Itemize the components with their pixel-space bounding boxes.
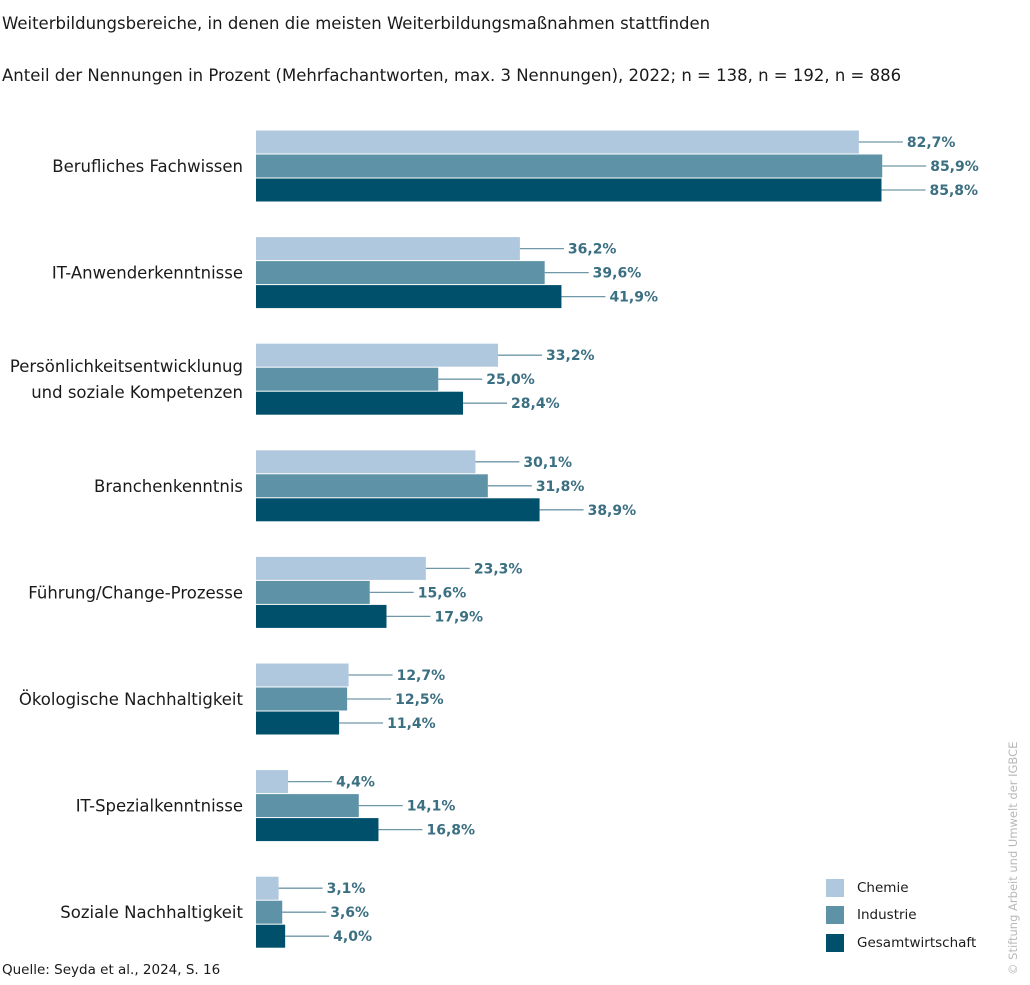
bar-gesamtwirtschaft [256, 498, 540, 522]
data-label: 31,8% [536, 479, 585, 495]
bar-chemie [256, 237, 520, 261]
category-label: Soziale Nachhaltigkeit [60, 903, 243, 922]
bar-gesamtwirtschaft [256, 285, 562, 309]
category-label: Ökologische Nachhaltigkeit [19, 690, 244, 709]
chart-subtitle: Anteil der Nennungen in Prozent (Mehrfac… [2, 66, 902, 85]
category-label: IT-Anwenderkenntnisse [52, 264, 243, 283]
bar-gesamtwirtschaft [256, 818, 379, 842]
bar-gesamtwirtschaft [256, 391, 464, 415]
data-label: 38,9% [588, 503, 637, 519]
data-label: 14,1% [407, 799, 456, 815]
data-label: 3,6% [330, 905, 369, 921]
bar-chemie [256, 876, 279, 900]
data-label: 82,7% [907, 135, 956, 151]
legend-label: Gesamtwirtschaft [857, 934, 977, 951]
chart-title: Weiterbildungsbereiche, in denen die mei… [2, 14, 711, 33]
data-label: 3,1% [327, 881, 366, 897]
copyright-note: © Stiftung Arbeit und Umwelt der IGBCE [1006, 741, 1020, 975]
data-label: 85,9% [930, 159, 979, 175]
bar-industrie [256, 794, 359, 818]
bar-industrie [256, 154, 883, 178]
data-label: 25,0% [486, 372, 535, 388]
data-label: 85,8% [929, 183, 978, 199]
bar-industrie [256, 474, 488, 498]
category-label: Branchenkenntnis [94, 477, 243, 496]
legend-item-gesamtwirtschaft: Gesamtwirtschaft [826, 929, 976, 957]
legend-label: Industrie [857, 907, 917, 924]
legend-swatch-gesamtwirtschaft [826, 933, 844, 952]
data-label: 36,2% [568, 242, 617, 258]
bar-chemie [256, 450, 476, 474]
bar-chemie [256, 343, 499, 367]
data-label: 17,9% [434, 609, 483, 625]
bar-industrie [256, 261, 545, 285]
data-label: 30,1% [523, 455, 572, 471]
legend-swatch-chemie [826, 878, 844, 897]
bar-chemie [256, 130, 859, 154]
data-label: 39,6% [593, 266, 642, 282]
legend-swatch-industrie [826, 906, 844, 925]
bar-chemie [256, 770, 289, 794]
bar-gesamtwirtschaft [256, 178, 882, 202]
legend-item-industrie: Industrie [826, 902, 976, 930]
bar-industrie [256, 580, 370, 604]
bar-chemie [256, 663, 349, 687]
data-label: 4,4% [336, 775, 375, 791]
data-label: 11,4% [387, 716, 436, 732]
data-label: 15,6% [418, 585, 467, 601]
legend-item-chemie: Chemie [826, 874, 976, 902]
source-note: Quelle: Seyda et al., 2024, S. 16 [2, 962, 221, 978]
bar-gesamtwirtschaft [256, 924, 286, 948]
data-label: 12,7% [397, 668, 446, 684]
data-label: 33,2% [546, 348, 595, 364]
data-label: 16,8% [426, 823, 475, 839]
category-label: Führung/Change-Prozesse [28, 583, 243, 602]
bar-industrie [256, 367, 439, 391]
data-label: 41,9% [609, 290, 658, 306]
legend: Chemie Industrie Gesamtwirtschaft [826, 874, 976, 957]
bar-gesamtwirtschaft [256, 604, 387, 628]
data-label: 4,0% [333, 929, 372, 945]
category-label: Berufliches Fachwissen [52, 157, 243, 176]
bar-industrie [256, 900, 283, 924]
bar-industrie [256, 687, 348, 711]
legend-label: Chemie [857, 879, 909, 896]
data-label: 12,5% [395, 692, 444, 708]
bar-gesamtwirtschaft [256, 711, 340, 735]
data-label: 23,3% [474, 561, 523, 577]
category-label: IT-Spezialkenntnisse [76, 797, 243, 816]
bar-chemie [256, 556, 426, 580]
category-label: Persönlichkeitsentwicklunug und soziale K… [10, 357, 243, 402]
data-label: 28,4% [511, 396, 560, 412]
